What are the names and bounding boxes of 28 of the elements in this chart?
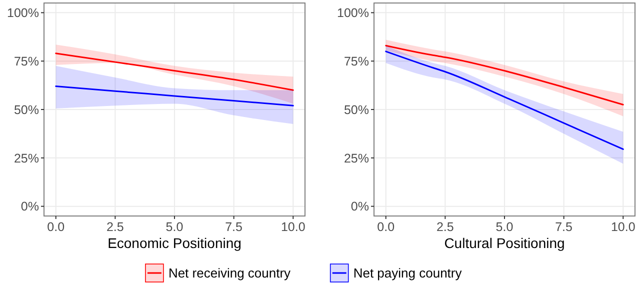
- x-tick-label: 2.5: [106, 220, 124, 234]
- line-series: [55, 52, 294, 91]
- x-tick-label: 10.0: [280, 220, 306, 234]
- y-tick-label: 25%: [14, 151, 39, 166]
- line-series: [55, 86, 294, 106]
- line-series: [385, 50, 624, 150]
- x-axis-title: Economic Positioning: [108, 235, 242, 251]
- line-series: [385, 44, 624, 106]
- legend-label: Net receiving country: [168, 266, 292, 281]
- x-tick-label: 0.0: [377, 220, 395, 234]
- x-tick-label: 5.0: [166, 220, 184, 234]
- y-tick-label: 50%: [14, 102, 39, 117]
- y-tick-label: 100%: [337, 6, 369, 20]
- y-tick-label: 75%: [344, 54, 369, 68]
- y-tick-label: 0%: [350, 200, 369, 214]
- x-axis-title: Cultural Positioning: [444, 235, 565, 251]
- x-tick-label: 7.5: [225, 220, 243, 234]
- x-tick-label: 10.0: [610, 220, 636, 234]
- x-tick-label: 7.5: [555, 220, 573, 234]
- y-tick-label: 75%: [14, 54, 39, 68]
- x-tick-label: 2.5: [436, 220, 454, 234]
- legend-label: Net paying country: [353, 266, 462, 281]
- y-tick-label: 100%: [7, 6, 39, 20]
- x-tick-label: 5.0: [496, 220, 514, 234]
- y-tick-label: 0%: [20, 200, 39, 214]
- y-tick-label: 25%: [344, 151, 369, 166]
- y-tick-label: 50%: [344, 102, 369, 117]
- x-tick-label: 0.0: [47, 220, 65, 234]
